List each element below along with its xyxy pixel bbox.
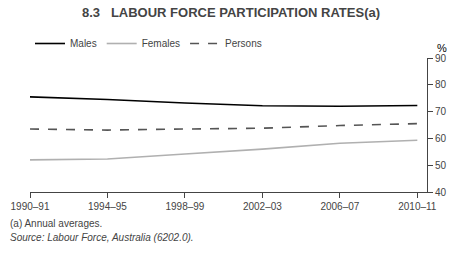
svg-text:%: % — [437, 42, 447, 54]
svg-text:8.3 LABOUR FORCE PARTICIPATI: 8.3 LABOUR FORCE PARTICIPATION RATES(a) — [82, 5, 380, 20]
svg-text:70: 70 — [435, 106, 447, 117]
svg-text:1998–99: 1998–99 — [165, 201, 204, 212]
svg-text:Source: Labour Force, Australi: Source: Labour Force, Australia (6202.0)… — [10, 232, 194, 243]
svg-text:80: 80 — [435, 79, 447, 90]
svg-text:(a) Annual averages.: (a) Annual averages. — [10, 218, 102, 229]
svg-text:90: 90 — [435, 53, 447, 64]
svg-text:2010–11: 2010–11 — [398, 201, 437, 212]
svg-text:2002–03: 2002–03 — [243, 201, 282, 212]
svg-text:Females: Females — [142, 38, 180, 49]
svg-text:50: 50 — [435, 160, 447, 171]
svg-text:40: 40 — [435, 187, 447, 198]
svg-text:1994–95: 1994–95 — [88, 201, 127, 212]
svg-text:1990–91: 1990–91 — [11, 201, 50, 212]
svg-text:Males: Males — [70, 38, 97, 49]
svg-text:60: 60 — [435, 133, 447, 144]
svg-text:Persons: Persons — [225, 38, 262, 49]
svg-text:2006–07: 2006–07 — [320, 201, 359, 212]
